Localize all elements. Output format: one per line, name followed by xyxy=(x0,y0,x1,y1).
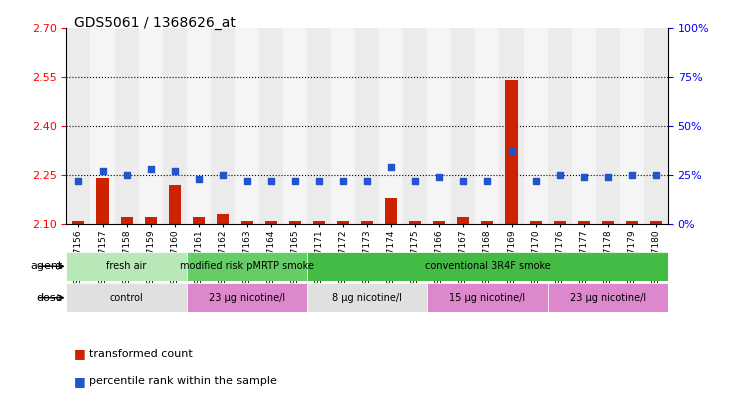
Bar xyxy=(235,28,259,224)
Bar xyxy=(331,28,355,224)
Text: transformed count: transformed count xyxy=(89,349,193,359)
Text: GDS5061 / 1368626_at: GDS5061 / 1368626_at xyxy=(74,16,235,30)
Bar xyxy=(307,283,427,312)
Bar xyxy=(169,185,181,224)
Point xyxy=(506,148,517,154)
Bar xyxy=(452,28,475,224)
Bar xyxy=(433,221,445,224)
Point xyxy=(530,178,542,184)
Bar xyxy=(283,28,307,224)
Point xyxy=(145,166,156,172)
Point xyxy=(458,178,469,184)
Point xyxy=(289,178,301,184)
Bar xyxy=(337,221,349,224)
Bar xyxy=(289,221,301,224)
Bar xyxy=(379,28,403,224)
Bar xyxy=(458,217,469,224)
Text: percentile rank within the sample: percentile rank within the sample xyxy=(89,376,277,386)
Bar xyxy=(500,28,523,224)
Point xyxy=(337,178,349,184)
Bar xyxy=(427,283,548,312)
Text: dose: dose xyxy=(36,293,63,303)
Bar xyxy=(162,28,187,224)
Bar xyxy=(72,221,84,224)
Point xyxy=(217,172,229,178)
Point xyxy=(554,172,565,178)
Point xyxy=(265,178,277,184)
Bar xyxy=(410,221,421,224)
Text: 23 μg nicotine/l: 23 μg nicotine/l xyxy=(570,293,646,303)
Point xyxy=(169,168,181,174)
Point xyxy=(121,172,133,178)
Bar xyxy=(427,28,452,224)
Point xyxy=(578,174,590,180)
Text: fresh air: fresh air xyxy=(106,261,147,271)
Text: 8 μg nicotine/l: 8 μg nicotine/l xyxy=(332,293,402,303)
Bar xyxy=(626,221,638,224)
Text: ■: ■ xyxy=(74,347,86,360)
Point xyxy=(361,178,373,184)
Bar xyxy=(578,221,590,224)
Point xyxy=(626,172,638,178)
Bar xyxy=(139,28,162,224)
Point xyxy=(313,178,325,184)
Bar xyxy=(361,221,373,224)
Bar xyxy=(355,28,379,224)
Bar xyxy=(211,28,235,224)
Bar xyxy=(554,221,565,224)
Bar xyxy=(66,252,187,281)
Bar xyxy=(241,221,253,224)
Bar xyxy=(475,28,500,224)
Point xyxy=(97,168,108,174)
Bar xyxy=(548,28,572,224)
Bar xyxy=(217,214,229,224)
Text: modified risk pMRTP smoke: modified risk pMRTP smoke xyxy=(180,261,314,271)
Point xyxy=(650,172,662,178)
Text: ■: ■ xyxy=(74,375,86,388)
Point xyxy=(482,178,494,184)
Point xyxy=(385,164,397,170)
Point xyxy=(602,174,614,180)
Bar xyxy=(66,28,91,224)
Point xyxy=(241,178,252,184)
Bar xyxy=(403,28,427,224)
Bar xyxy=(572,28,596,224)
Bar xyxy=(385,198,397,224)
Bar xyxy=(187,252,307,281)
Bar xyxy=(650,221,662,224)
Bar xyxy=(187,283,307,312)
Bar xyxy=(644,28,668,224)
Bar xyxy=(307,252,668,281)
Text: 15 μg nicotine/l: 15 μg nicotine/l xyxy=(449,293,525,303)
Bar xyxy=(596,28,620,224)
Point xyxy=(410,178,421,184)
Bar xyxy=(91,28,114,224)
Bar xyxy=(548,283,668,312)
Text: conventional 3R4F smoke: conventional 3R4F smoke xyxy=(424,261,551,271)
Bar xyxy=(307,28,331,224)
Bar xyxy=(481,221,494,224)
Bar xyxy=(313,221,325,224)
Bar xyxy=(530,221,542,224)
Bar xyxy=(66,283,187,312)
Point xyxy=(193,176,204,182)
Bar xyxy=(620,28,644,224)
Bar xyxy=(193,217,204,224)
Bar xyxy=(265,221,277,224)
Bar xyxy=(259,28,283,224)
Bar xyxy=(114,28,139,224)
Text: control: control xyxy=(110,293,143,303)
Bar xyxy=(145,217,156,224)
Text: agent: agent xyxy=(30,261,63,271)
Point xyxy=(72,178,84,184)
Bar xyxy=(187,28,211,224)
Bar xyxy=(523,28,548,224)
Point xyxy=(433,174,445,180)
Bar xyxy=(601,221,614,224)
Bar xyxy=(506,80,517,224)
Bar xyxy=(97,178,108,224)
Text: 23 μg nicotine/l: 23 μg nicotine/l xyxy=(209,293,285,303)
Bar xyxy=(120,217,133,224)
